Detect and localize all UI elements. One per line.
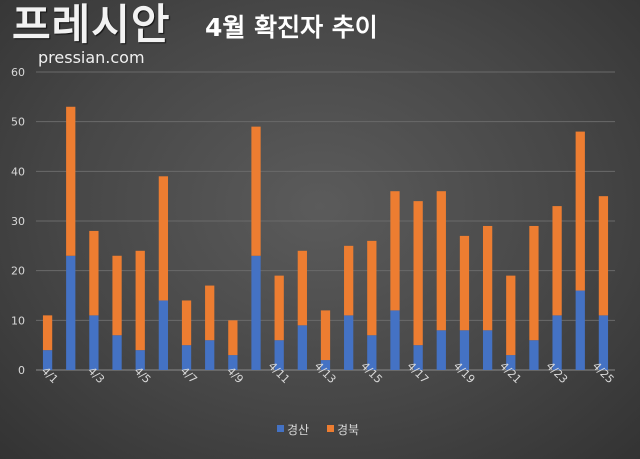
x-tick-label: 4/5 xyxy=(132,364,154,386)
bar-segment xyxy=(205,285,215,341)
bar-segment xyxy=(320,310,331,361)
bar-segment xyxy=(390,191,400,311)
bar-segment xyxy=(89,315,99,370)
y-tick-label: 40 xyxy=(11,165,25,178)
x-tick-label: 4/17 xyxy=(405,359,432,386)
bar-segment xyxy=(436,191,446,331)
bar-segment xyxy=(367,335,377,370)
legend-swatch xyxy=(327,425,334,432)
bar-segment xyxy=(158,300,169,370)
bar-segment xyxy=(320,360,331,370)
y-tick-label: 0 xyxy=(18,364,25,377)
bar-segment xyxy=(181,345,192,370)
x-tick-label: 4/15 xyxy=(358,359,385,386)
bar-segment xyxy=(529,225,539,341)
bar-segment xyxy=(66,255,76,370)
bar-segment xyxy=(297,325,307,370)
x-tick-label: 4/25 xyxy=(590,359,617,386)
bar-segment xyxy=(459,330,470,370)
bar-segment xyxy=(413,345,423,370)
bar-segment xyxy=(344,315,354,370)
bar-segment xyxy=(112,255,122,336)
y-axis-labels: 0 10 20 30 40 50 60 xyxy=(11,66,25,377)
legend: 경산 경북 xyxy=(277,423,359,437)
bar-segment xyxy=(42,350,53,370)
bar-segment xyxy=(42,315,53,351)
x-tick-label: 4/19 xyxy=(451,359,478,386)
bar-segment xyxy=(297,250,307,326)
y-tick-label: 20 xyxy=(11,265,25,278)
y-tick-label: 30 xyxy=(11,215,25,228)
bar-segment xyxy=(529,340,539,370)
gridlines xyxy=(36,71,615,371)
bar-segment xyxy=(181,300,192,346)
bar-segment xyxy=(552,315,562,370)
bar-segment xyxy=(575,131,585,291)
bar-segment xyxy=(436,330,446,370)
x-tick-label: 4/21 xyxy=(497,359,524,386)
y-tick-label: 50 xyxy=(11,116,25,129)
legend-label: 경북 xyxy=(337,423,359,437)
bar-segment xyxy=(506,355,516,370)
bar-segment xyxy=(205,340,215,370)
bar-segment xyxy=(482,330,493,370)
bar-segment xyxy=(112,335,122,370)
bar-segment xyxy=(506,275,516,356)
bar-segment xyxy=(575,290,585,370)
bar-segment xyxy=(89,230,99,316)
bar-segment xyxy=(413,201,423,346)
x-tick-label: 4/13 xyxy=(312,359,339,386)
bar-segment xyxy=(459,235,470,331)
bar-segment xyxy=(158,176,169,301)
bar-segment xyxy=(390,310,400,370)
bar-segment xyxy=(135,250,145,351)
logo-text: 프레시안 xyxy=(12,0,171,49)
x-tick-label: 4/1 xyxy=(39,364,61,386)
bar-segment xyxy=(598,315,609,370)
bar-segment xyxy=(274,275,284,341)
bar-segment xyxy=(344,245,354,316)
x-tick-label: 4/3 xyxy=(85,364,107,386)
y-tick-label: 60 xyxy=(11,66,25,79)
y-tick-label: 10 xyxy=(11,314,25,327)
bar-segment xyxy=(66,106,76,256)
bar-segment xyxy=(135,350,145,370)
x-tick-label: 4/7 xyxy=(178,364,200,386)
bar-segment xyxy=(251,126,261,256)
bar-segment xyxy=(552,206,562,316)
bar-segment xyxy=(482,225,493,331)
chart-title: 4월 확진자 추이 xyxy=(205,13,378,42)
x-tick-label: 4/11 xyxy=(266,359,293,386)
bars xyxy=(42,106,609,370)
legend-label: 경산 xyxy=(287,423,309,437)
bar-segment xyxy=(228,355,238,370)
bar-segment xyxy=(598,196,609,316)
bar-segment xyxy=(274,340,284,370)
bar-segment xyxy=(228,320,238,356)
x-tick-label: 4/9 xyxy=(224,364,246,386)
legend-swatch xyxy=(277,425,284,432)
bar-segment xyxy=(367,240,377,336)
x-tick-label: 4/23 xyxy=(544,359,571,386)
bar-segment xyxy=(251,255,261,370)
logo-subtitle: pressian.com xyxy=(38,48,145,67)
